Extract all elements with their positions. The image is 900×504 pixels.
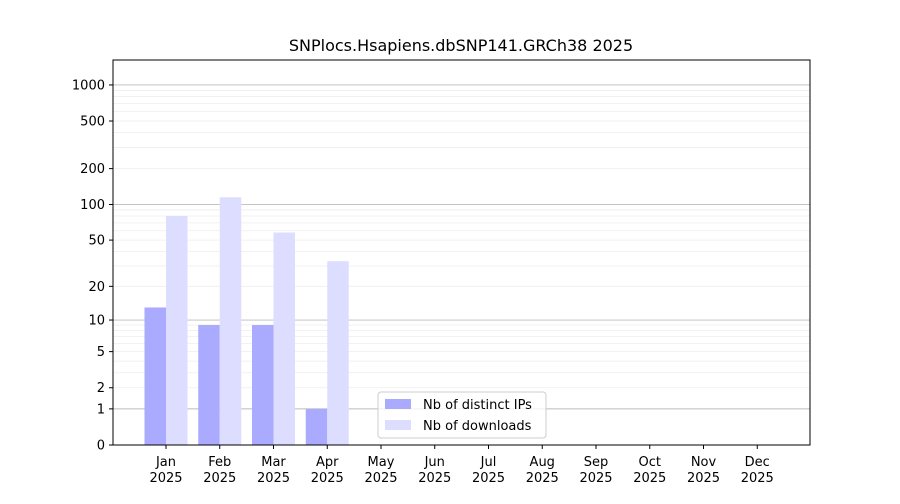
x-tick-label-year: 2025 [257,471,290,486]
legend: Nb of distinct IPs Nb of downloads [377,391,547,439]
x-tick-label-month: Mar [261,455,286,470]
bar-downloads [327,261,349,445]
x-tick-label-month: May [368,455,395,470]
x-axis: Jan2025Feb2025Mar2025Apr2025May2025Jun20… [149,445,774,486]
x-tick-label-year: 2025 [418,471,451,486]
x-tick-label-year: 2025 [526,471,559,486]
bars [144,197,349,445]
legend-label-downloads: Nb of downloads [423,419,532,434]
x-tick-label-month: Apr [316,455,339,470]
bar-distinct-ips [198,325,220,445]
legend-swatch-downloads [385,420,411,430]
x-tick-label-year: 2025 [633,471,666,486]
legend-swatch-distinct-ips [385,399,411,409]
chart-title: SNPlocs.Hsapiens.dbSNP141.GRCh38 2025 [289,36,633,55]
y-tick-label: 0 [97,439,105,454]
x-tick-label-year: 2025 [311,471,344,486]
x-tick-label-year: 2025 [472,471,505,486]
x-tick-label-year: 2025 [579,471,612,486]
y-tick-label: 20 [88,280,105,295]
y-tick-label: 1000 [72,78,105,93]
y-tick-label: 500 [80,115,105,130]
x-tick-label-month: Dec [745,455,770,470]
bar-downloads [219,197,242,445]
x-tick-label-year: 2025 [364,471,397,486]
y-tick-label: 200 [80,162,105,177]
bar-distinct-ips [305,408,328,445]
bar-downloads [273,232,295,445]
bar-distinct-ips [144,307,166,445]
y-tick-label: 1 [97,402,105,417]
y-tick-label: 100 [80,198,105,213]
y-tick-label: 5 [97,345,105,360]
x-tick-label-month: Jun [424,455,445,470]
x-tick-label-year: 2025 [149,471,182,486]
y-tick-label: 10 [88,314,105,329]
legend-label-distinct-ips: Nb of distinct IPs [423,398,532,413]
x-tick-label-month: Oct [639,455,661,470]
legend-box [377,391,547,439]
bar-downloads [166,215,188,445]
y-tick-label: 50 [88,234,105,249]
x-tick-label-month: Jul [480,455,497,470]
x-tick-label-month: Jan [155,455,176,470]
x-tick-label-month: Feb [208,455,231,470]
x-tick-label-year: 2025 [687,471,720,486]
x-tick-label-year: 2025 [741,471,774,486]
bar-distinct-ips [252,325,274,445]
x-tick-label-month: Sep [584,455,609,470]
plot-frame [112,59,811,446]
y-axis: 0 1 2 5 10 20 50 100 200 500 1000 [72,78,113,454]
x-tick-label-month: Aug [530,455,555,470]
x-tick-label-month: Nov [691,455,717,470]
x-tick-label-year: 2025 [203,471,236,486]
y-tick-label: 2 [97,381,105,396]
